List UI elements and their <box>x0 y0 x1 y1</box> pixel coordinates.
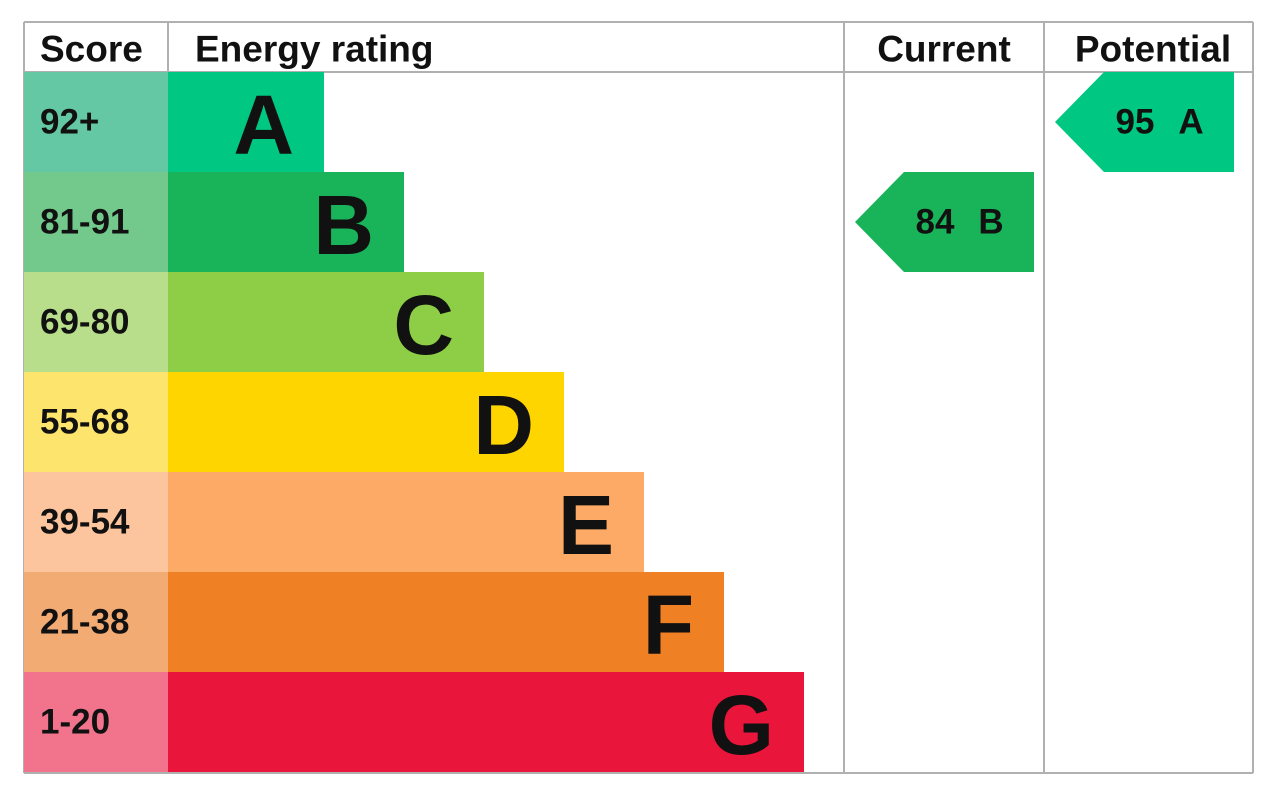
band-letter: F <box>643 578 694 672</box>
rating-bar <box>168 372 564 472</box>
score-cell <box>24 272 168 372</box>
band-letter: G <box>709 678 774 772</box>
potential-band: A <box>1178 103 1203 142</box>
score-label: 92+ <box>40 103 99 142</box>
score-cell <box>24 472 168 572</box>
score-label: 1-20 <box>40 703 110 742</box>
header-potential: Potential <box>1075 29 1231 70</box>
band-letter: C <box>393 278 454 372</box>
score-label: 21-38 <box>40 603 130 642</box>
potential-arrow <box>1055 72 1234 172</box>
band-letter: B <box>313 178 374 272</box>
score-cell <box>24 572 168 672</box>
score-label: 39-54 <box>40 503 130 542</box>
current-arrow <box>855 172 1034 272</box>
score-cell <box>24 172 168 272</box>
header-current: Current <box>877 29 1011 70</box>
score-cell <box>24 672 168 772</box>
score-cell <box>24 372 168 472</box>
header-score: Score <box>40 29 143 70</box>
header-energy-rating: Energy rating <box>195 29 434 70</box>
band-letter: D <box>473 378 534 472</box>
band-letter: E <box>558 478 614 572</box>
current-value: 84 <box>916 203 955 242</box>
potential-value: 95 <box>1116 103 1155 142</box>
rating-bar <box>168 172 404 272</box>
band-letter: A <box>233 78 294 172</box>
score-label: 81-91 <box>40 203 130 242</box>
score-cell <box>24 72 168 172</box>
rating-bar <box>168 272 484 372</box>
score-label: 55-68 <box>40 403 130 442</box>
score-label: 69-80 <box>40 303 130 342</box>
rating-bar <box>168 572 724 672</box>
rating-bar <box>168 72 324 172</box>
rating-bar <box>168 672 804 772</box>
rating-bar <box>168 472 644 572</box>
current-band: B <box>978 203 1003 242</box>
